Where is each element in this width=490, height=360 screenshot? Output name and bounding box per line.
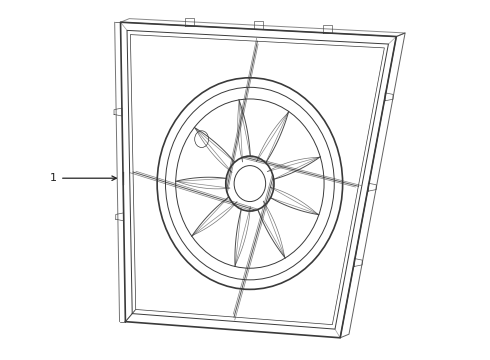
Text: 1: 1 bbox=[50, 173, 116, 183]
